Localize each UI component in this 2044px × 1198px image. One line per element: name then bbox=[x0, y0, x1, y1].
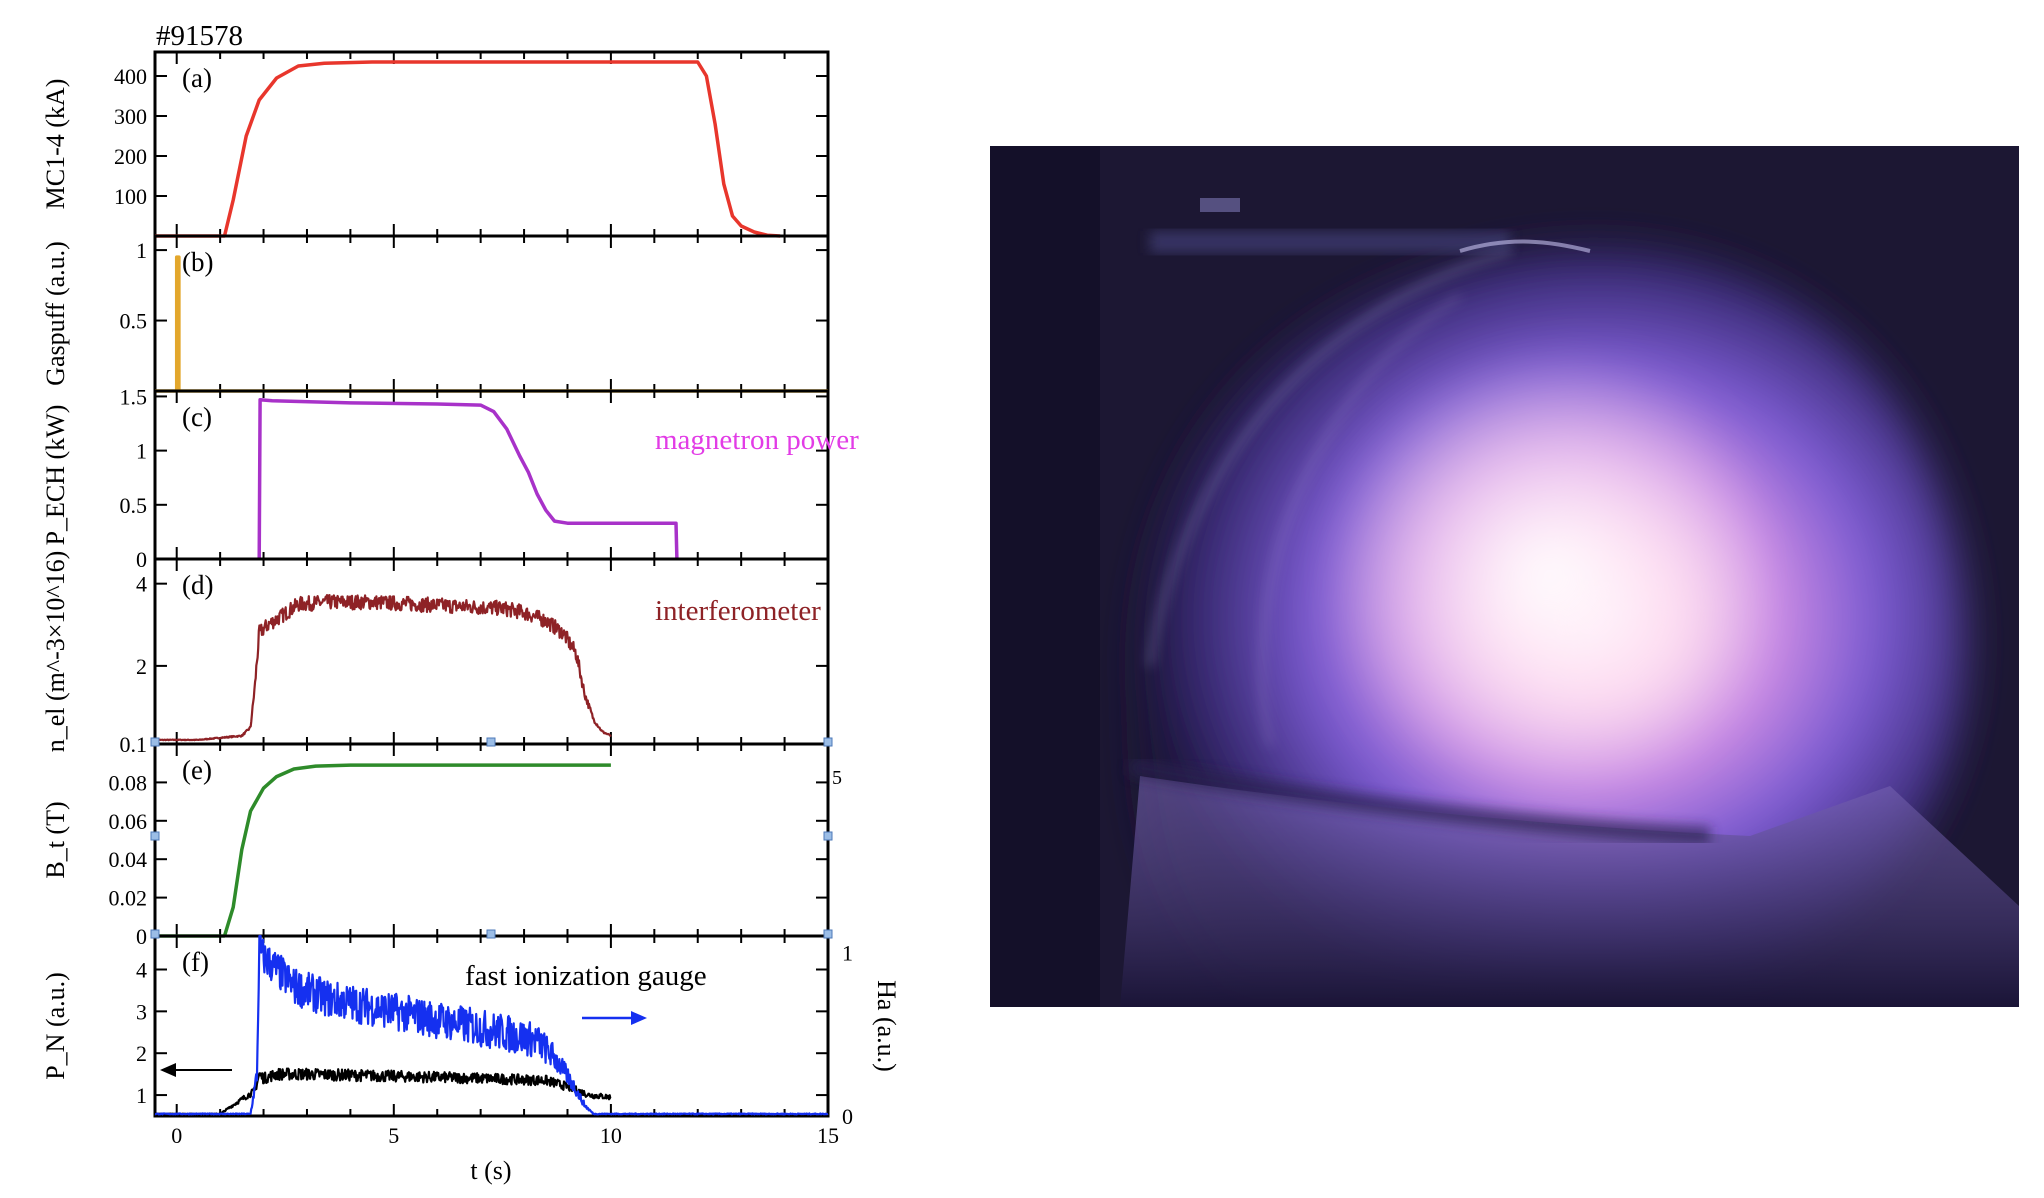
right-y-tick-label: 1 bbox=[842, 940, 853, 965]
selection-handle bbox=[823, 831, 833, 841]
panel-letter: (f) bbox=[182, 947, 209, 977]
plasma-core bbox=[1320, 346, 1780, 806]
panel-annotation: fast ionization gauge bbox=[465, 960, 707, 992]
right-y-tick-label: 0 bbox=[842, 1104, 853, 1129]
y-tick-label: 400 bbox=[114, 64, 147, 89]
y-tick-label: 0.5 bbox=[120, 493, 148, 518]
y-tick-label: 0.04 bbox=[109, 847, 148, 872]
selection-handle bbox=[150, 831, 160, 841]
y-axis-label: B_t (T) bbox=[41, 801, 70, 878]
right-y-axis-label: Ha (a.u.) bbox=[872, 980, 901, 1072]
y-axis-label: n_el (m^-3×10^16) bbox=[41, 551, 70, 753]
plasma-camera-image bbox=[990, 146, 2019, 1007]
y-tick-label: 0.08 bbox=[109, 770, 148, 795]
selection-handle bbox=[150, 929, 160, 939]
series-line-density bbox=[154, 593, 612, 742]
y-axis-label: MC1-4 (kA) bbox=[41, 79, 70, 210]
panel-b: 0.5 1 (b) Gaspuff (a.u.) bbox=[41, 234, 830, 393]
y-tick-label: 1 bbox=[136, 1083, 147, 1108]
y-tick-label: 4 bbox=[136, 572, 147, 597]
y-tick-label: 0.5 bbox=[120, 309, 148, 334]
series-line-gaspuff bbox=[155, 255, 828, 393]
y-tick-label: 2 bbox=[136, 1041, 147, 1066]
panel-d: 0.1 2 4 (d) n_el (m^-3×10^16) interferometer bbox=[41, 551, 830, 757]
x-tick-label: 0 bbox=[171, 1123, 182, 1148]
panel-frame bbox=[153, 742, 830, 938]
selection-handle bbox=[823, 929, 833, 939]
y-tick-label: 2 bbox=[136, 654, 147, 679]
panel-letter: (d) bbox=[182, 570, 213, 600]
y-tick-label: 100 bbox=[114, 184, 147, 209]
panel-letter: (c) bbox=[182, 402, 212, 432]
panel-letter: (e) bbox=[182, 755, 212, 785]
y-tick-label: 0.1 bbox=[120, 732, 148, 757]
x-tick-label: 5 bbox=[388, 1123, 399, 1148]
selection-handle bbox=[823, 737, 833, 747]
panel-f: 1 2 3 4 (f) P_N (a.u.) fast ionization gauge 0 1… bbox=[41, 934, 901, 1129]
right-tick-label: 5 bbox=[832, 767, 842, 789]
y-tick-label: 1.5 bbox=[120, 384, 148, 409]
y-tick-label: 200 bbox=[114, 144, 147, 169]
y-axis-label: P_ECH (kW) bbox=[41, 405, 70, 546]
panel-frame bbox=[153, 389, 830, 561]
y-tick-label: 1 bbox=[136, 238, 147, 263]
x-axis: 0 5 10 15 t (s) bbox=[171, 1123, 839, 1185]
x-tick-labels: 0 5 10 15 bbox=[171, 1123, 839, 1148]
y-tick-label: 0 bbox=[136, 547, 147, 572]
series-line-current bbox=[155, 60, 781, 238]
y-tick-label: 0.02 bbox=[109, 886, 148, 911]
y-tick-label: 300 bbox=[114, 104, 147, 129]
port-pipe bbox=[1150, 231, 1510, 253]
selection-handle bbox=[486, 929, 496, 939]
y-axis-label: Gaspuff (a.u.) bbox=[41, 241, 70, 386]
panel-frame bbox=[153, 557, 830, 746]
panel-e: 0 0.02 0.04 0.06 0.08 (e) B_t (T) 5 bbox=[41, 742, 842, 949]
panel-c: 0 0.5 1 1.5 (c) P_ECH (kW) magnetron power bbox=[41, 384, 859, 572]
direction-arrows bbox=[150, 737, 833, 1077]
y-tick-label: 0.06 bbox=[109, 809, 148, 834]
series-line-gauge bbox=[154, 934, 829, 1116]
panel-frame bbox=[153, 50, 830, 238]
panel-annotation: magnetron power bbox=[655, 424, 859, 456]
selection-handle bbox=[150, 737, 160, 747]
x-tick-label: 10 bbox=[600, 1123, 622, 1148]
y-axis-label: P_N (a.u.) bbox=[41, 972, 70, 1080]
vessel-edge bbox=[1148, 249, 1511, 667]
shot-label: #91578 bbox=[156, 20, 243, 52]
y-tick-label: 3 bbox=[136, 999, 147, 1024]
panel-letter: (a) bbox=[182, 63, 212, 93]
panel-a: 100 200 300 400 (a) MC1-4 (kA) bbox=[41, 50, 830, 238]
panel-frame bbox=[153, 234, 830, 393]
series-line-halpha bbox=[154, 1067, 612, 1116]
x-tick-label: 15 bbox=[817, 1123, 839, 1148]
selection-handle bbox=[486, 737, 496, 747]
series-line-field bbox=[155, 763, 611, 938]
y-tick-label: 4 bbox=[136, 957, 147, 982]
y-tick-label: 0 bbox=[136, 924, 147, 949]
floor-shadow bbox=[1120, 776, 2019, 1007]
panel-annotation: interferometer bbox=[655, 595, 821, 627]
series-line-magnetron bbox=[257, 397, 679, 560]
panel-letter: (b) bbox=[182, 247, 213, 277]
y-tick-label: 1 bbox=[136, 439, 147, 464]
x-axis-label: t (s) bbox=[470, 1156, 511, 1185]
